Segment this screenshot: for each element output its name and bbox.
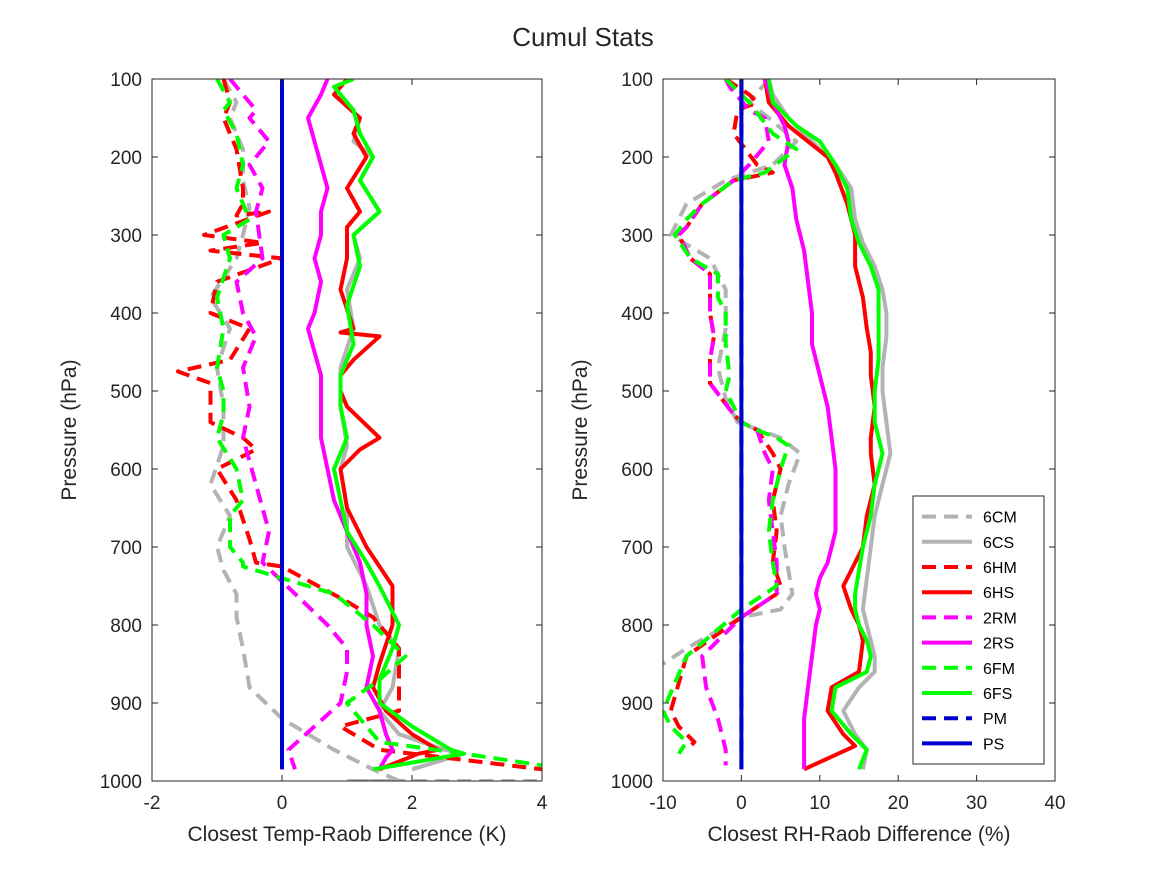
series-2RM <box>676 79 779 766</box>
y-tick-label: 600 <box>110 460 142 481</box>
legend-label-6HS: 6HS <box>983 585 1014 602</box>
figure-title: Cumul Stats <box>512 22 654 52</box>
legend-label-6CM: 6CM <box>983 510 1017 527</box>
x-tick-label: 0 <box>736 793 747 814</box>
y-tick-label: 900 <box>621 694 653 715</box>
legend-label-6CS: 6CS <box>983 535 1014 552</box>
plot-area <box>176 79 542 781</box>
series-2RS <box>306 79 395 771</box>
y-axis-label: Pressure (hPa) <box>569 359 592 500</box>
series-6CM <box>208 79 542 781</box>
y-tick-label: 700 <box>110 538 142 559</box>
x-tick-label: 4 <box>537 793 548 814</box>
x-tick-label: 10 <box>809 793 830 814</box>
y-tick-label: 800 <box>110 616 142 637</box>
y-tick-label: 1000 <box>100 772 142 793</box>
y-tick-label: 800 <box>621 616 653 637</box>
legend-box <box>912 495 1045 765</box>
x-axis-label: Closest RH-Raob Difference (%) <box>707 823 1010 846</box>
temp-axes: -2 0 2 4 100 200 300 400 500 600 700 800 900 1000 Clos… <box>58 70 548 846</box>
legend-label-PM: PM <box>983 711 1007 728</box>
rh-axes: -10 0 10 20 30 40 100 200 300 400 500 600 700 800 900 1… <box>569 70 1066 846</box>
series-6HM <box>176 79 542 772</box>
series-2RM <box>228 79 349 770</box>
series-6FM <box>215 79 542 768</box>
y-tick-label: 400 <box>110 304 142 325</box>
x-tick-label: 20 <box>888 793 909 814</box>
axes-frame <box>151 78 543 782</box>
y-tick-label: 100 <box>621 70 653 91</box>
y-tick-label: 500 <box>110 382 142 403</box>
legend-label-2RS: 2RS <box>983 636 1014 653</box>
plot-area <box>663 79 893 772</box>
x-tick-label: 30 <box>966 793 987 814</box>
y-tick-label: 900 <box>110 694 142 715</box>
series-6CS <box>766 79 893 770</box>
legend-label-PS: PS <box>983 736 1004 753</box>
legend-label-6FS: 6FS <box>983 686 1012 703</box>
legend-label-6FM: 6FM <box>983 661 1015 678</box>
x-tick-label: 2 <box>407 793 418 814</box>
series-6FS <box>332 79 466 772</box>
legend-label-6HM: 6HM <box>983 560 1017 577</box>
series-6FM <box>663 79 799 755</box>
y-tick-label: 100 <box>110 70 142 91</box>
y-axis-label: Pressure (hPa) <box>58 359 81 500</box>
series-6HS <box>762 79 877 772</box>
series-6CM <box>663 79 803 666</box>
series-6FS <box>766 79 885 771</box>
y-tick-label: 400 <box>621 304 653 325</box>
x-axis-label: Closest Temp-Raob Difference (K) <box>187 823 506 846</box>
legend-label-2RM: 2RM <box>983 610 1017 627</box>
y-tick-label: 600 <box>621 460 653 481</box>
x-tick-label: -2 <box>144 793 161 814</box>
y-tick-label: 1000 <box>611 772 653 793</box>
y-tick-label: 200 <box>621 148 653 169</box>
y-tick-label: 500 <box>621 382 653 403</box>
series-2RS <box>763 79 838 770</box>
y-tick-label: 200 <box>110 148 142 169</box>
axes-frame <box>662 78 1056 782</box>
legend: 6CM 6CS 6HM 6HS 2RM 2RS 6FM 6FS PM PS <box>912 495 1045 765</box>
y-tick-label: 300 <box>110 226 142 247</box>
x-tick-label: 40 <box>1044 793 1065 814</box>
y-tick-label: 700 <box>621 538 653 559</box>
x-tick-label: -10 <box>649 793 676 814</box>
x-tick-label: 0 <box>277 793 288 814</box>
y-tick-label: 300 <box>621 226 653 247</box>
